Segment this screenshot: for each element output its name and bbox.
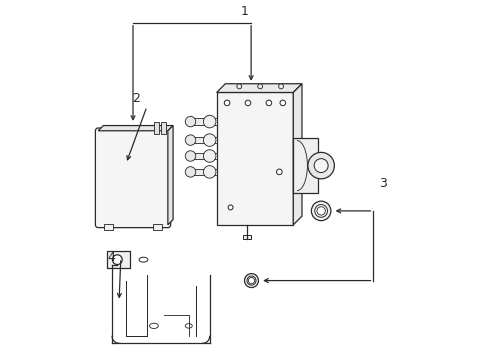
Bar bbox=[104, 224, 113, 230]
Text: 3: 3 bbox=[378, 176, 386, 189]
Circle shape bbox=[203, 115, 216, 128]
Polygon shape bbox=[216, 84, 302, 93]
Circle shape bbox=[311, 201, 330, 221]
Circle shape bbox=[203, 166, 216, 178]
Circle shape bbox=[224, 100, 229, 106]
Ellipse shape bbox=[149, 323, 158, 328]
Text: 4: 4 bbox=[107, 251, 115, 265]
Circle shape bbox=[257, 84, 262, 89]
Text: 2: 2 bbox=[132, 92, 140, 105]
Bar bbox=[293, 138, 317, 193]
Polygon shape bbox=[98, 126, 173, 131]
Bar bbox=[190, 169, 216, 175]
Ellipse shape bbox=[185, 324, 192, 328]
Circle shape bbox=[203, 134, 216, 147]
Circle shape bbox=[228, 205, 232, 210]
Circle shape bbox=[185, 151, 195, 161]
Circle shape bbox=[280, 100, 285, 106]
Circle shape bbox=[244, 274, 258, 288]
Bar bbox=[190, 118, 216, 125]
Polygon shape bbox=[167, 126, 173, 225]
Circle shape bbox=[246, 276, 256, 285]
Bar bbox=[190, 153, 216, 159]
Bar bbox=[190, 137, 216, 143]
Circle shape bbox=[316, 207, 325, 215]
Text: 1: 1 bbox=[240, 5, 248, 18]
Circle shape bbox=[276, 169, 282, 175]
Bar bbox=[216, 93, 293, 225]
Circle shape bbox=[185, 135, 195, 145]
Circle shape bbox=[112, 255, 122, 265]
Polygon shape bbox=[107, 251, 129, 269]
Bar bbox=[161, 122, 166, 134]
Circle shape bbox=[185, 167, 195, 177]
Polygon shape bbox=[293, 84, 302, 225]
Circle shape bbox=[244, 100, 250, 106]
Circle shape bbox=[313, 159, 327, 172]
Circle shape bbox=[185, 116, 195, 127]
Circle shape bbox=[265, 100, 271, 106]
Bar bbox=[243, 235, 251, 239]
Circle shape bbox=[307, 152, 334, 179]
Ellipse shape bbox=[139, 257, 147, 262]
Circle shape bbox=[248, 278, 254, 284]
Circle shape bbox=[278, 84, 283, 89]
Bar bbox=[154, 122, 159, 134]
Bar bbox=[153, 224, 161, 230]
Circle shape bbox=[236, 84, 241, 89]
Circle shape bbox=[314, 204, 327, 217]
FancyBboxPatch shape bbox=[95, 128, 170, 228]
Circle shape bbox=[203, 150, 216, 162]
